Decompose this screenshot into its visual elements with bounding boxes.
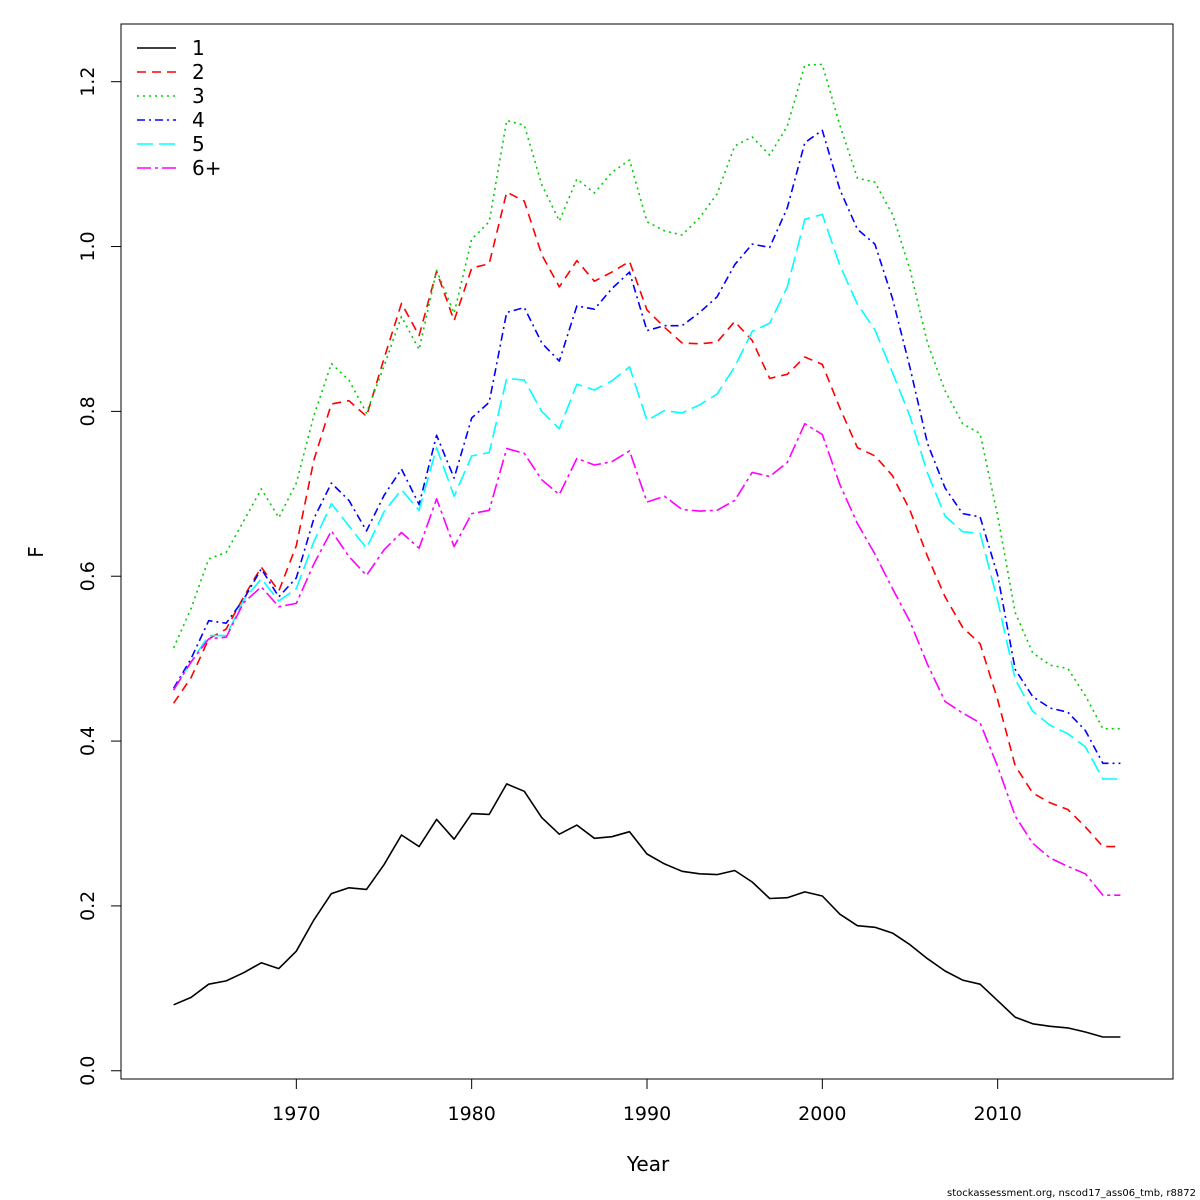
series-line-5 <box>172 213 1121 780</box>
legend-label: 3 <box>192 84 205 108</box>
y-axis-title: F <box>24 546 48 558</box>
x-tick-label: 2000 <box>798 1103 846 1125</box>
series-layer <box>172 63 1121 1038</box>
legend-label: 1 <box>192 36 205 60</box>
legend-label: 6+ <box>192 156 221 180</box>
x-tick-label: 2010 <box>973 1103 1021 1125</box>
series-line-1 <box>173 783 1121 1038</box>
legend-label: 2 <box>192 60 205 84</box>
footer-caption: stockassessment.org, nscod17_ass06_tmb, … <box>947 1188 1196 1199</box>
x-axis: 1970 1980 1990 2000 2010 <box>272 1078 1022 1125</box>
x-tick-label: 1970 <box>272 1103 320 1125</box>
x-tick-label: 1980 <box>447 1103 495 1125</box>
x-tick-label: 1990 <box>623 1103 671 1125</box>
series-line-4 <box>172 129 1121 765</box>
series-line-2 <box>172 191 1121 848</box>
y-tick-label: 1.2 <box>77 67 99 97</box>
y-axis: 0.0 0.2 0.4 0.6 0.8 1.0 1.2 <box>77 67 122 1086</box>
y-tick-label: 1.0 <box>77 231 99 261</box>
y-tick-label: 0.4 <box>77 726 99 756</box>
y-tick-label: 0.2 <box>77 891 99 921</box>
y-tick-label: 0.8 <box>77 396 99 426</box>
legend-label: 5 <box>192 132 205 156</box>
series-line-3 <box>172 63 1121 730</box>
legend-label: 4 <box>192 108 205 132</box>
x-axis-title: Year <box>626 1152 670 1176</box>
y-tick-label: 0.6 <box>77 561 99 591</box>
y-tick-label: 0.0 <box>77 1056 99 1086</box>
